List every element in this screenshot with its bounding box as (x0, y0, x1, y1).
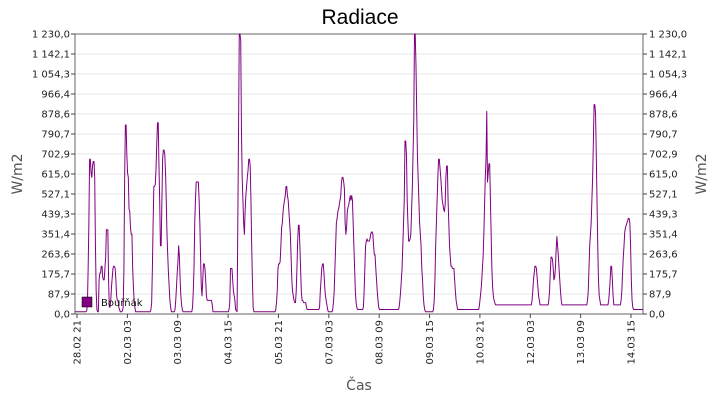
y-tick-label: 0,0 (54, 310, 70, 321)
y-axis-label-left: W/m2 (10, 153, 26, 194)
y-tick-label: 615,0 (649, 170, 678, 181)
x-tick-label: 05.03 21 (274, 320, 285, 365)
chart-title: Radiace (321, 6, 398, 29)
y-tick-label: 878,6 (41, 110, 70, 121)
y-tick-label: 175,7 (649, 270, 678, 281)
y-tick-label: 351,4 (649, 230, 678, 241)
y-axis-label-right: W/m2 (694, 153, 710, 194)
y-tick-label: 1 142,1 (32, 50, 70, 61)
y-tick-label: 615,0 (41, 170, 70, 181)
y-tick-label: 1 142,1 (649, 50, 687, 61)
x-axis: 28.02 21 02.03 03 03.03 09 04.03 15 05.03 21… (73, 314, 638, 365)
x-tick-label: 09.03 15 (425, 320, 436, 365)
y-tick-label: 263,6 (649, 250, 678, 261)
series-layer (75, 33, 643, 313)
y-tick-label: 966,4 (41, 90, 70, 101)
y-axis-right: 0,0 87,9 175,7 263,6 351,4 439,3 527,1 615,0 702… (643, 30, 687, 321)
legend-label: Bouřňák (101, 297, 143, 309)
y-tick-label: 702,9 (649, 150, 678, 161)
legend: Bouřňák (81, 296, 143, 309)
y-tick-label: 966,4 (649, 90, 678, 101)
x-tick-label: 04.03 15 (224, 320, 235, 365)
y-tick-label: 351,4 (41, 230, 70, 241)
y-tick-label: 87,9 (48, 290, 70, 301)
x-tick-label: 14.03 15 (627, 320, 638, 365)
y-tick-label: 1 230,0 (649, 30, 687, 41)
x-tick-label: 07.03 03 (324, 320, 335, 365)
y-tick-label: 790,7 (41, 130, 70, 141)
y-tick-label: 439,3 (41, 210, 70, 221)
x-tick-label: 12.03 03 (526, 320, 537, 365)
x-tick-label: 03.03 09 (173, 320, 184, 365)
x-tick-label: 28.02 21 (73, 320, 84, 365)
x-tick-label: 13.03 09 (576, 320, 587, 365)
y-tick-label: 87,9 (649, 290, 671, 301)
y-tick-label: 263,6 (41, 250, 70, 261)
y-tick-label: 790,7 (649, 130, 678, 141)
series-line (75, 33, 643, 313)
x-axis-label: Čas (346, 376, 372, 394)
grid-lines (75, 53, 643, 295)
y-tick-label: 439,3 (649, 210, 678, 221)
y-tick-label: 1 230,0 (32, 30, 70, 41)
y-tick-label: 702,9 (41, 150, 70, 161)
y-tick-label: 175,7 (41, 270, 70, 281)
y-axis-left: 0,0 87,9 175,7 263,6 351,4 439,3 527,1 615,0 702… (32, 30, 75, 321)
x-tick-label: 02.03 03 (123, 320, 134, 365)
y-tick-label: 527,1 (649, 190, 678, 201)
y-tick-label: 1 054,3 (649, 70, 687, 81)
x-tick-label: 10.03 21 (475, 320, 486, 365)
y-tick-label: 0,0 (649, 310, 665, 321)
y-tick-label: 1 054,3 (32, 70, 70, 81)
legend-swatch (81, 296, 93, 308)
x-tick-label: 08.03 09 (375, 320, 386, 365)
y-tick-label: 527,1 (41, 190, 70, 201)
y-tick-label: 878,6 (649, 110, 678, 121)
